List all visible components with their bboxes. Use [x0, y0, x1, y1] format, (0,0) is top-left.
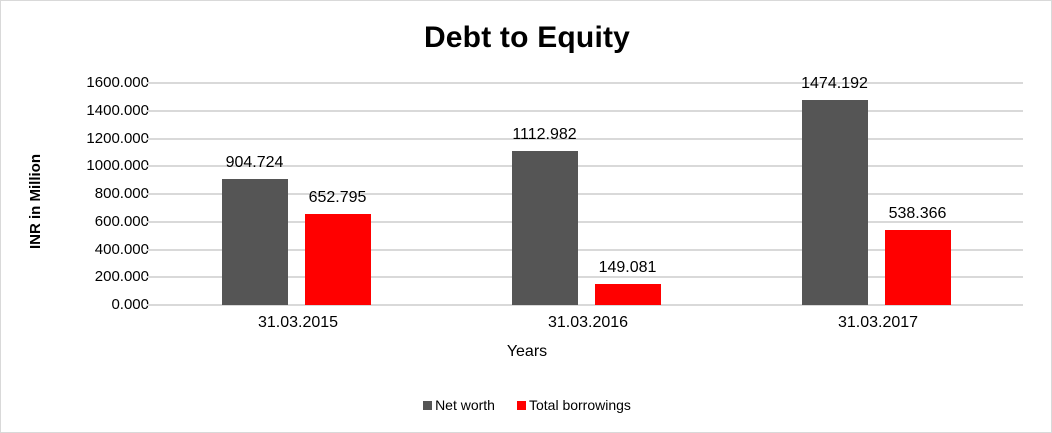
- chart-title: Debt to Equity: [423, 21, 631, 54]
- y-axis-tick-labels: 1600.000 1400.000 1200.000 1000.000 800.000 6…: [37, 1, 149, 432]
- y-axis-tick-label: 200.000: [94, 268, 149, 286]
- bar[interactable]: [511, 150, 578, 305]
- bar-data-label: 1112.982: [512, 125, 577, 143]
- x-axis-category-label: 31.03.2017: [837, 314, 919, 331]
- gridline: [147, 193, 1023, 195]
- gridline: [147, 304, 1023, 306]
- bar[interactable]: [884, 230, 951, 305]
- gridline: [147, 137, 1023, 140]
- bar[interactable]: [801, 100, 868, 305]
- bar[interactable]: [304, 214, 371, 305]
- y-axis-tick-label: 1200.000: [86, 129, 149, 147]
- y-axis-tick-label: 1000.000: [86, 157, 149, 175]
- gridline: [147, 276, 1023, 279]
- gridline: [147, 109, 1023, 112]
- gridline: [147, 82, 1023, 84]
- y-axis-tick-label: 400.000: [94, 240, 149, 258]
- bar-data-label: 652.795: [308, 189, 367, 207]
- plot-area: 904.724 652.795 1112.982 149.081 1474.192 538…: [147, 76, 1023, 306]
- legend-label: Total borrowings: [528, 397, 631, 413]
- gridline: [147, 220, 1023, 223]
- y-axis-tick-label: 600.000: [94, 212, 149, 230]
- bar-data-label: 1474.192: [801, 75, 868, 93]
- y-axis-tick-label: 1600.000: [86, 74, 149, 91]
- legend-item[interactable]: Net worth: [423, 397, 495, 413]
- x-axis-title: Years: [506, 343, 548, 360]
- legend-label: Net worth: [435, 397, 495, 413]
- gridline: [147, 165, 1023, 168]
- y-axis-tick-label: 800.000: [94, 185, 149, 202]
- bar[interactable]: [221, 179, 288, 305]
- legend-item[interactable]: Total borrowings: [516, 397, 631, 413]
- chart-legend: Net worth Total borrowings: [1, 397, 1051, 413]
- bar-data-label: 538.366: [888, 205, 947, 223]
- x-axis-category-label: 31.03.2015: [257, 314, 339, 331]
- y-axis-tick-label: 0.000: [111, 296, 149, 313]
- legend-swatch-icon: [423, 400, 433, 410]
- gridline: [147, 248, 1023, 251]
- bar-data-label: 149.081: [598, 259, 657, 277]
- bar[interactable]: [594, 284, 661, 305]
- y-axis-tick-label: 1400.000: [86, 101, 149, 119]
- x-axis-category-label: 31.03.2016: [547, 314, 629, 331]
- bar-data-label: 904.724: [225, 154, 284, 172]
- legend-swatch-icon: [516, 400, 526, 410]
